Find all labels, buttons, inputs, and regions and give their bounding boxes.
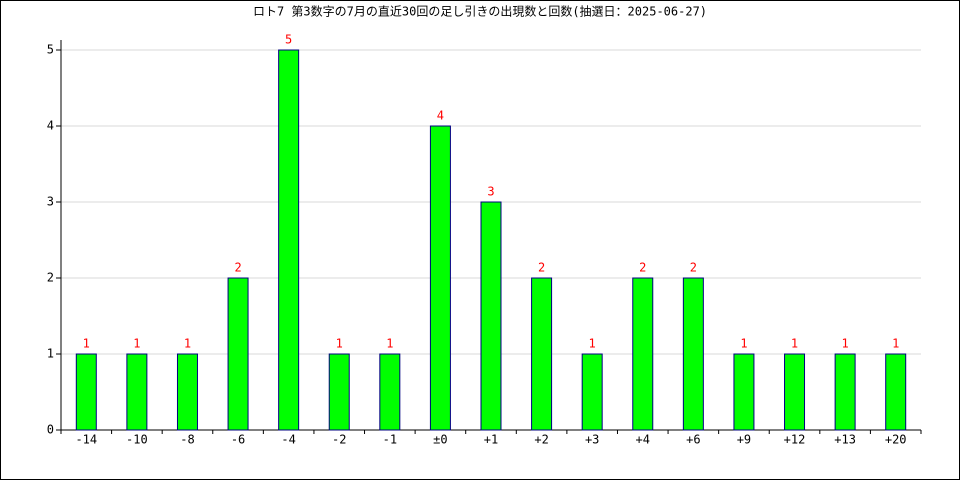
data-label: 5: [285, 33, 292, 47]
x-tick-label: ±0: [433, 433, 447, 447]
bar: [834, 353, 856, 431]
data-label: 2: [538, 261, 545, 275]
x-tick-label: +13: [834, 433, 856, 447]
bar: [632, 277, 654, 431]
bar: [480, 201, 502, 431]
x-tick-label: -10: [126, 433, 148, 447]
bar: [75, 353, 97, 431]
y-tick-label: 4: [47, 119, 54, 133]
x-tick-label: +1: [484, 433, 498, 447]
x-tick-label: -8: [180, 433, 194, 447]
bar: [126, 353, 148, 431]
data-label: 1: [842, 337, 849, 351]
bar: [379, 353, 401, 431]
data-label: 1: [184, 337, 191, 351]
data-label: 2: [639, 261, 646, 275]
x-tick-label: +20: [885, 433, 907, 447]
y-tick-label: 1: [47, 347, 54, 361]
x-tick-label: -2: [332, 433, 346, 447]
data-label: 1: [740, 337, 747, 351]
x-tick-label: +12: [784, 433, 806, 447]
bar: [531, 277, 553, 431]
bar: [328, 353, 350, 431]
bar: [176, 353, 198, 431]
bar: [885, 353, 907, 431]
x-tick-label: +9: [737, 433, 751, 447]
y-tick-label: 3: [47, 195, 54, 209]
x-tick-label: +3: [585, 433, 599, 447]
data-label: 1: [386, 337, 393, 351]
data-label: 2: [234, 261, 241, 275]
bar: [429, 125, 451, 431]
data-label: 1: [589, 337, 596, 351]
data-label: 1: [336, 337, 343, 351]
x-tick-label: +2: [534, 433, 548, 447]
x-tick-label: +4: [636, 433, 650, 447]
x-tick-label: -4: [281, 433, 295, 447]
x-tick-label: -14: [75, 433, 97, 447]
x-tick-label: -6: [231, 433, 245, 447]
x-tick-label: +6: [686, 433, 700, 447]
y-tick-label: 5: [47, 43, 54, 57]
bar: [278, 49, 300, 431]
bar: [581, 353, 603, 431]
x-tick-label: -1: [383, 433, 397, 447]
data-label: 1: [791, 337, 798, 351]
bar: [227, 277, 249, 431]
data-label: 1: [133, 337, 140, 351]
y-tick-label: 0: [47, 423, 54, 437]
data-label: 4: [437, 109, 444, 123]
bar: [733, 353, 755, 431]
data-label: 3: [487, 185, 494, 199]
bar: [784, 353, 806, 431]
y-tick-label: 2: [47, 271, 54, 285]
chart-title: ロト7 第3数字の7月の直近30回の足し引きの出現数と回数(抽選日：2025-0…: [253, 4, 707, 19]
data-label: 2: [690, 261, 697, 275]
bar: [682, 277, 704, 431]
data-label: 1: [83, 337, 90, 351]
data-label: 1: [892, 337, 899, 351]
